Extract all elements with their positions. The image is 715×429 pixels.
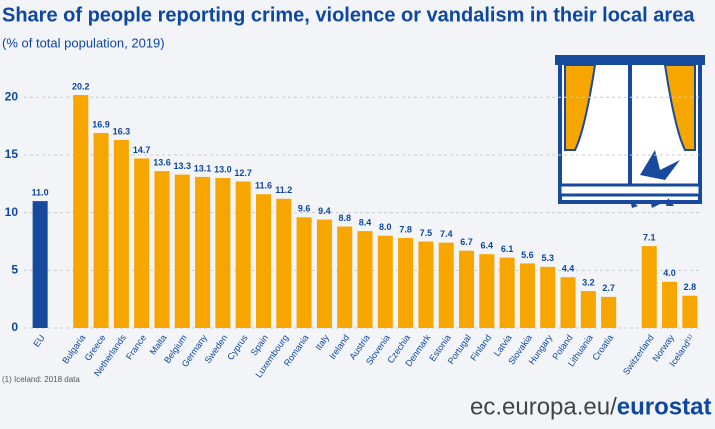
value-label: 5.6 [521,250,534,260]
bar [540,266,556,328]
bar [134,158,150,328]
bar [398,238,414,328]
bar [499,257,515,328]
value-label: 3.2 [582,277,595,287]
bar [154,171,170,328]
value-label: 11.0 [32,187,49,197]
bar [580,291,596,328]
value-label: 11.6 [255,181,272,191]
value-label: 9.6 [298,204,311,214]
source-brand: eurostat [617,393,712,420]
value-label: 6.4 [481,241,494,251]
value-label: 9.4 [318,206,331,216]
bar [215,178,231,328]
bar [662,281,678,328]
y-tick-label: 20 [5,89,19,103]
bar [377,235,393,328]
x-tick-label: Italy [313,332,331,352]
bar [235,181,251,328]
bar [337,226,353,328]
bar [438,242,454,328]
bar [418,241,434,328]
bar [255,194,271,328]
value-label: 4.0 [663,268,676,278]
x-tick-label: Switzerland [621,333,656,377]
bar [357,231,373,328]
y-tick-label: 10 [5,205,19,219]
value-label: 11.2 [275,185,292,195]
footnote: (1) Iceland: 2018 data [2,375,80,384]
window-illustration [555,55,705,208]
chart-subtitle: (% of total population, 2019) [2,35,165,50]
bar [113,139,129,328]
value-label: 16.3 [113,126,131,136]
value-label: 7.5 [420,228,433,238]
chart-title: Share of people reporting crime, violenc… [2,4,695,26]
value-label: 8.0 [379,222,392,232]
bar [73,94,89,328]
bar [601,296,617,328]
value-label: 13.0 [214,164,232,174]
bar [276,198,292,328]
value-label: 13.1 [194,163,212,173]
x-tick-label: EU [31,333,46,349]
value-label: 5.3 [541,253,554,263]
x-tick-label: Finland [468,333,493,363]
y-tick-label: 5 [11,262,18,276]
value-label: 2.7 [602,283,615,293]
value-label: 7.4 [440,229,453,239]
value-label: 13.6 [153,158,171,168]
bar [195,176,211,328]
value-label: 6.7 [460,237,473,247]
source-url: ec.europa.eu/ [470,393,617,420]
y-tick-label: 0 [11,320,18,334]
bar [479,254,495,328]
bar [296,217,312,328]
bar [519,263,535,328]
value-label: 20.2 [72,81,90,91]
value-label: 12.7 [234,168,252,178]
x-tick-label: Bulgaria [60,333,87,366]
value-label: 13.3 [174,161,192,171]
bar [316,219,332,328]
value-label: 8.4 [359,217,372,227]
y-tick-label: 15 [5,147,19,161]
bar [641,246,657,328]
value-label: 16.9 [92,119,110,129]
x-tick-label: Croatia [590,333,615,363]
value-label: 4.4 [562,264,575,274]
value-label: 8.8 [338,213,351,223]
bar [174,174,190,328]
bar [93,133,109,328]
x-tick-label: France [124,333,148,362]
bar [32,201,48,328]
bar [459,250,475,328]
value-label: 7.8 [399,224,412,234]
value-label: 7.1 [643,232,656,242]
bar [560,277,576,328]
bar [682,295,698,328]
value-label: 6.1 [501,244,514,254]
value-label: 14.7 [133,145,151,155]
x-tick-label: Cyprus [225,332,250,361]
value-label: 2.8 [684,282,697,292]
